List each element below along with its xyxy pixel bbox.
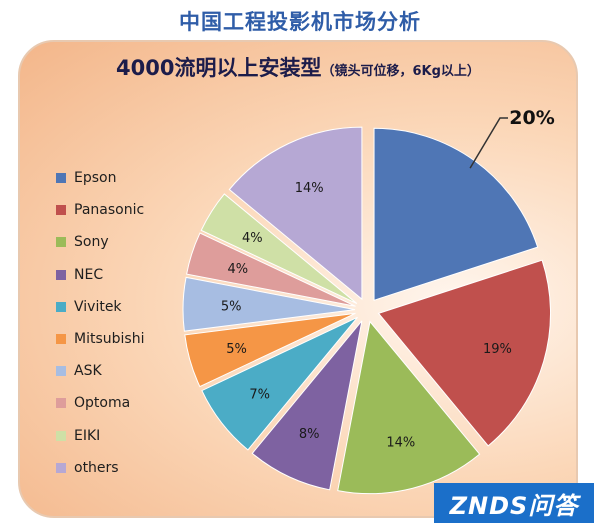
chart-subtitle: 4000流明以上安装型（镜头可位移，6Kg以上）	[18, 52, 578, 82]
legend-label: Panasonic	[74, 202, 145, 219]
legend-label: ASK	[74, 363, 102, 380]
legend-item-optoma: Optoma	[56, 387, 144, 419]
slice-label-others: 14%	[295, 181, 324, 196]
legend-swatch	[56, 366, 66, 377]
slice-label-epson: 20%	[509, 107, 554, 129]
legend-label: EIKI	[74, 427, 101, 444]
legend-label: Sony	[74, 234, 109, 251]
legend-label: NEC	[74, 266, 104, 283]
legend-label: Epson	[74, 170, 117, 187]
legend-item-mitsubishi: Mitsubishi	[56, 323, 144, 355]
pie-slice-nec	[251, 320, 363, 491]
slice-label-eiki: 4%	[242, 231, 263, 246]
slice-label-nec: 8%	[299, 427, 320, 442]
pie-slice-ask	[182, 276, 356, 332]
pie-slice-eiki	[200, 193, 358, 305]
pie-slice-panasonic	[377, 259, 552, 447]
slice-label-ask: 5%	[221, 300, 242, 315]
legend-item-epson: Epson	[56, 162, 144, 194]
slice-label-mitsubishi: 5%	[226, 342, 247, 357]
legend-swatch	[56, 430, 66, 441]
legend-label: others	[74, 459, 119, 476]
pie-slice-optoma	[186, 232, 356, 307]
pie-slice-mitsubishi	[184, 312, 356, 388]
legend-item-eiki: EIKI	[56, 420, 144, 452]
pie-slice-sony	[337, 320, 481, 495]
legend-label: Mitsubishi	[74, 331, 145, 348]
legend-swatch	[56, 334, 66, 345]
legend-item-nec: NEC	[56, 259, 144, 291]
legend-item-others: others	[56, 452, 144, 484]
legend-item-panasonic: Panasonic	[56, 194, 144, 226]
pie-slice-others	[228, 126, 363, 301]
legend-swatch	[56, 205, 66, 216]
legend-swatch	[56, 462, 66, 473]
slice-label-vivitek: 7%	[249, 387, 270, 402]
legend-item-ask: ASK	[56, 355, 144, 387]
watermark-logo: ZNDS问答	[434, 483, 594, 523]
slice-label-sony: 14%	[386, 436, 415, 451]
subtitle-main: 4000流明以上安装型	[116, 56, 322, 80]
legend-label: Optoma	[74, 395, 131, 412]
slice-label-panasonic: 19%	[483, 342, 512, 357]
slice-label-optoma: 4%	[227, 262, 248, 277]
legend-swatch	[56, 173, 66, 184]
chart-title: 中国工程投影机市场分析	[179, 10, 421, 34]
subtitle-note: （镜头可位移，6Kg以上）	[321, 64, 480, 79]
legend-swatch	[56, 301, 66, 312]
legend-swatch	[56, 269, 66, 280]
legend-item-sony: Sony	[56, 226, 144, 258]
callout-line	[469, 117, 508, 169]
legend-label: Vivitek	[74, 298, 122, 315]
pie-slice-vivitek	[201, 316, 358, 451]
pie-slice-epson	[373, 127, 539, 301]
legend-swatch	[56, 237, 66, 248]
legend-swatch	[56, 398, 66, 409]
legend-item-vivitek: Vivitek	[56, 291, 144, 323]
legend: Epson Panasonic Sony NEC Vivitek Mitsubishi AS…	[56, 162, 144, 484]
